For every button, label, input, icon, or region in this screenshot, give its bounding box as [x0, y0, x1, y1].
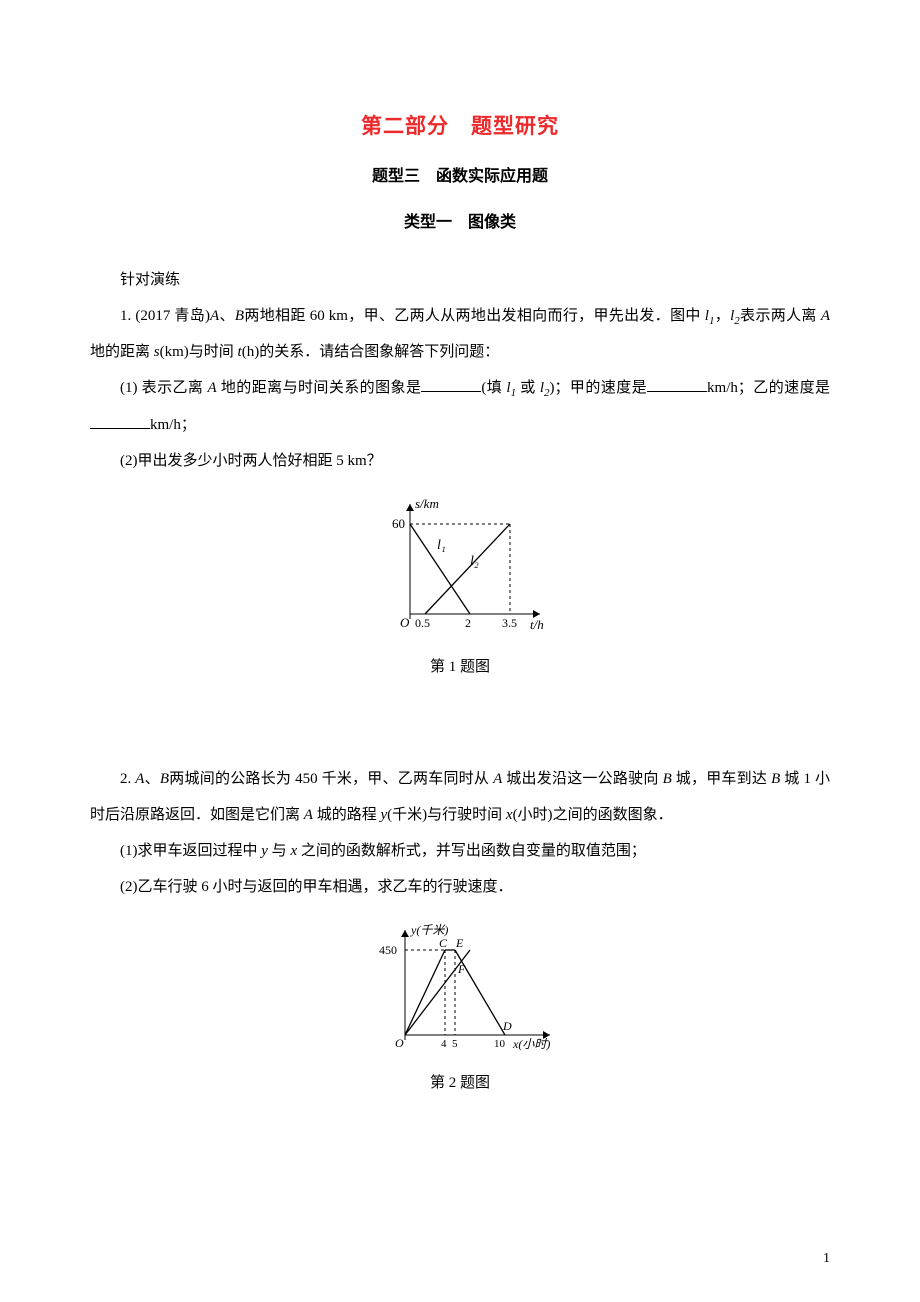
svg-text:D: D [502, 1019, 512, 1033]
title-category: 类型一 图像类 [90, 208, 830, 232]
q2-figure: y(千米) 450 O 4 5 10 x(小时) C E D F 第 2 题图 [90, 920, 830, 1092]
svg-text:10: 10 [494, 1038, 506, 1050]
svg-text:450: 450 [379, 943, 397, 957]
var-B: B [235, 308, 244, 324]
svg-text:5: 5 [452, 1038, 458, 1050]
svg-text:E: E [455, 936, 464, 950]
q1-part2: (2)甲出发多少小时两人恰好相距 5 km？ [90, 443, 830, 479]
svg-text:O: O [400, 615, 410, 630]
q2-part1: (1)求甲车返回过程中 y 与 x 之间的函数解析式，并写出函数自变量的取值范围… [90, 833, 830, 869]
blank-3 [90, 413, 150, 429]
q1-stem: 1. (2017 青岛)A、B两地相距 60 km，甲、乙两人从两地出发相向而行… [90, 298, 830, 370]
page: 第二部分 题型研究 题型三 函数实际应用题 类型一 图像类 针对演练 1. (2… [0, 0, 920, 1302]
q1-source: (2017 青岛) [135, 308, 210, 324]
svg-text:C: C [439, 936, 448, 950]
q1-chart-svg: s/km 60 O 0.5 2 3.5 t/h l₁ l₂ [365, 494, 555, 644]
q2-stem: 2. A、B两城间的公路长为 450 千米，甲、乙两车同时从 A 城出发沿这一公… [90, 761, 830, 833]
title-main: 第二部分 题型研究 [90, 110, 830, 140]
q2-number: 2. [120, 771, 131, 787]
svg-text:60: 60 [392, 516, 405, 531]
q1-number: 1. [120, 308, 131, 324]
svg-text:y(千米): y(千米) [410, 923, 448, 937]
svg-text:0.5: 0.5 [415, 616, 430, 630]
svg-text:O: O [395, 1036, 404, 1050]
svg-text:l₁: l₁ [437, 538, 446, 553]
page-number: 1 [823, 1251, 830, 1267]
q2-chart-svg: y(千米) 450 O 4 5 10 x(小时) C E D F [355, 920, 565, 1060]
svg-text:t/h: t/h [530, 617, 544, 632]
q2-figure-caption: 第 2 题图 [90, 1071, 830, 1092]
blank-2 [647, 376, 707, 392]
intro-line: 针对演练 [90, 262, 830, 298]
svg-text:F: F [457, 962, 466, 976]
svg-text:4: 4 [441, 1038, 447, 1050]
q1-part1: (1) 表示乙离 A 地的距离与时间关系的图象是(填 l1 或 l2)；甲的速度… [90, 370, 830, 442]
var-A: A [210, 308, 219, 324]
svg-text:l₂: l₂ [470, 554, 479, 569]
var-x: x [506, 807, 513, 823]
q2-part2: (2)乙车行驶 6 小时与返回的甲车相遇，求乙车的行驶速度． [90, 869, 830, 905]
svg-text:x(小时): x(小时) [512, 1037, 550, 1051]
title-sub: 题型三 函数实际应用题 [90, 162, 830, 186]
svg-text:2: 2 [465, 616, 471, 630]
svg-text:3.5: 3.5 [502, 616, 517, 630]
q1-figure: s/km 60 O 0.5 2 3.5 t/h l₁ l₂ 第 1 题图 [90, 494, 830, 676]
q1-figure-caption: 第 1 题图 [90, 655, 830, 676]
spacer [90, 691, 830, 761]
svg-text:s/km: s/km [415, 496, 439, 511]
blank-1 [421, 376, 481, 392]
